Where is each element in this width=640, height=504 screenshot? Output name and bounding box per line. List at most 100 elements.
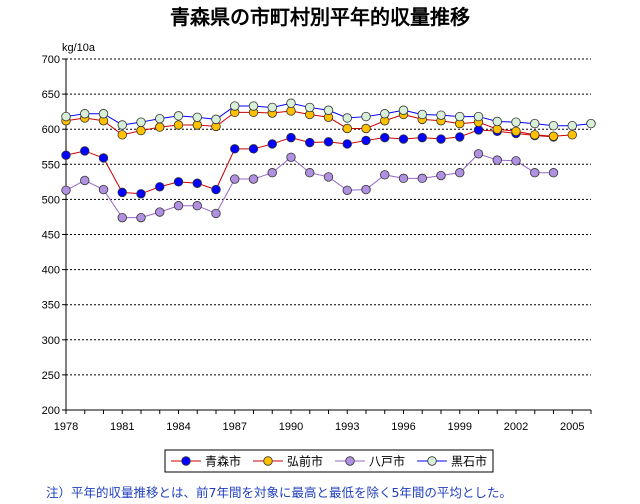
data-point [286,106,296,116]
data-point [192,112,202,122]
data-point [530,168,540,178]
data-point [455,168,465,178]
data-point [136,125,146,136]
data-point [80,146,90,156]
legend-item: 弘前市 [253,454,323,469]
y-tick-label: 550 [42,159,60,171]
data-point [98,109,109,119]
data-point [436,134,446,144]
series-3 [61,149,559,223]
data-point [80,109,90,119]
series-4 [61,98,596,131]
legend-label: 青森市 [205,454,241,469]
data-point [492,124,502,134]
data-point [380,170,390,180]
legend-marker [263,456,273,466]
y-tick-label: 200 [42,405,60,417]
data-point [530,118,540,129]
x-tick-label: 1987 [223,421,247,433]
data-point [267,139,277,149]
data-point [361,111,371,122]
data-point [117,187,127,198]
data-point [136,189,146,199]
data-point [361,123,371,134]
data-point [117,130,127,140]
data-point [173,201,184,211]
data-point [173,177,184,187]
data-point [230,144,240,154]
legend-item: 黒石市 [417,454,487,469]
data-point [417,173,427,184]
series-line [65,110,573,137]
data-point [342,113,352,123]
y-tick-label: 500 [42,194,60,206]
data-point [286,98,296,108]
data-point [192,178,202,188]
data-point [61,111,71,122]
data-point [323,137,334,147]
y-tick-label: 350 [42,300,60,312]
data-point [117,120,127,130]
x-tick-label: 1978 [54,421,78,433]
data-point [173,111,184,121]
data-point [361,135,371,146]
data-point [436,110,446,120]
data-point [455,132,465,142]
legend-label: 黒石市 [451,454,487,469]
data-point [473,111,484,122]
data-point [305,137,315,148]
data-point [548,120,559,131]
data-point [342,123,352,134]
data-point [61,150,71,160]
data-point [380,109,390,119]
data-point [211,184,221,195]
data-point [98,153,109,163]
x-tick-label: 2002 [504,421,528,433]
data-point [361,184,371,195]
data-point [567,130,577,140]
data-point [192,120,202,130]
data-point [530,130,540,140]
data-point [342,185,352,195]
data-point [398,134,409,144]
data-point [436,170,446,181]
legend-box [164,449,494,473]
data-point [323,105,334,115]
legend: 青森市 弘前市 八戸市 黒石市 [164,449,494,473]
legend-marker [427,456,437,466]
legend-marker [345,456,355,466]
data-point [286,132,296,143]
data-point [473,149,484,159]
data-point [211,208,221,219]
legend-label: 八戸市 [369,454,405,469]
data-point [267,168,277,178]
y-tick-label: 650 [42,89,60,101]
data-point [230,101,240,111]
data-point [455,111,465,122]
data-point [548,168,559,178]
data-point [136,212,146,223]
data-point [417,109,427,120]
series-layer [61,98,596,223]
data-point [155,113,165,124]
data-point [286,152,296,162]
data-point [417,132,427,143]
data-point [567,120,577,131]
data-point [155,182,165,192]
data-point [173,120,184,130]
data-point [323,172,334,182]
series-line [65,153,554,219]
data-point [586,118,596,129]
data-point [492,116,502,127]
data-point [342,139,352,149]
footnote: 注）平年的収量推移とは、前7年間を対象に最高と最低を除く5年間の平均とした。 [46,485,512,500]
data-point [98,184,109,195]
y-tick-label: 700 [42,54,60,66]
legend-marker [181,456,191,466]
legend-label: 弘前市 [287,454,323,469]
data-point [305,168,315,178]
chart-title: 青森県の市町村別平年的収量推移 [170,5,470,29]
legend-item: 青森市 [171,454,241,469]
data-point [80,175,90,186]
y-tick-label: 400 [42,265,60,277]
